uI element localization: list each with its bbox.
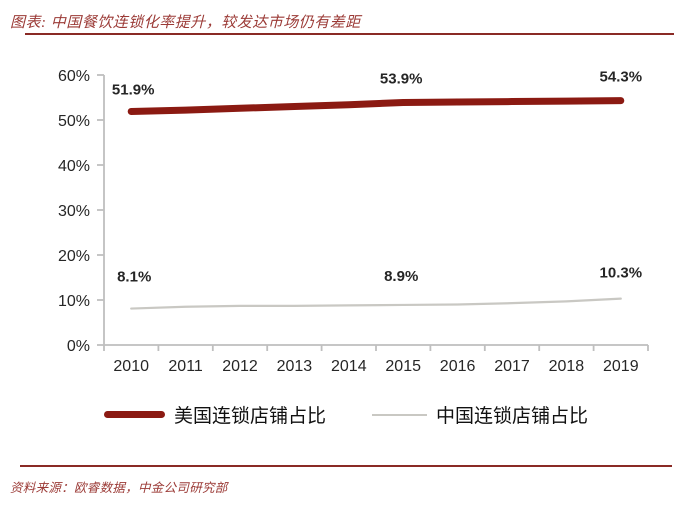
data-label: 54.3% [600, 69, 643, 86]
data-label: 53.9% [380, 70, 423, 87]
x-tick-label: 2012 [222, 358, 258, 375]
y-tick-label: 40% [58, 158, 90, 175]
x-tick-label: 2013 [277, 358, 313, 375]
x-tick-label: 2017 [494, 358, 530, 375]
series-line-1 [130, 297, 622, 310]
us-series-line-swatch-icon [103, 411, 165, 418]
data-label: 8.1% [117, 269, 151, 286]
y-tick-label: 20% [58, 248, 90, 265]
series-line-0 [127, 97, 625, 115]
y-tick-label: 60% [58, 68, 90, 85]
x-tick-label: 2010 [113, 358, 149, 375]
y-tick-label: 30% [58, 203, 90, 220]
data-label: 10.3% [600, 265, 643, 282]
figure-title: 图表: 中国餐饮连锁化率提升，较发达市场仍有差距 [10, 15, 361, 31]
data-label: 8.9% [384, 268, 418, 285]
data-label: 51.9% [112, 81, 155, 98]
legend-label-us: 美国连锁店铺占比 [173, 406, 326, 427]
x-tick-label: 2014 [331, 358, 367, 375]
legend-item-us: 美国连锁店铺占比 [103, 401, 326, 428]
source-note: 资料来源：欧睿数据，中金公司研究部 [10, 481, 228, 495]
y-tick-label: 50% [58, 113, 90, 130]
legend-item-china: 中国连锁店铺占比 [372, 401, 588, 428]
x-tick-label: 2011 [168, 358, 203, 375]
china-series-line-swatch-icon [372, 413, 427, 416]
footer-divider [20, 465, 672, 467]
x-tick-label: 2015 [385, 358, 421, 375]
x-tick-label: 2018 [549, 358, 585, 375]
y-tick-label: 10% [58, 293, 90, 310]
title-divider [25, 33, 674, 35]
chart-legend: 美国连锁店铺占比 中国连锁店铺占比 [0, 401, 692, 428]
x-tick-label: 2019 [603, 358, 639, 375]
y-tick-label: 0% [67, 338, 90, 355]
x-tick-label: 2016 [440, 358, 476, 375]
legend-label-china: 中国连锁店铺占比 [436, 406, 589, 427]
